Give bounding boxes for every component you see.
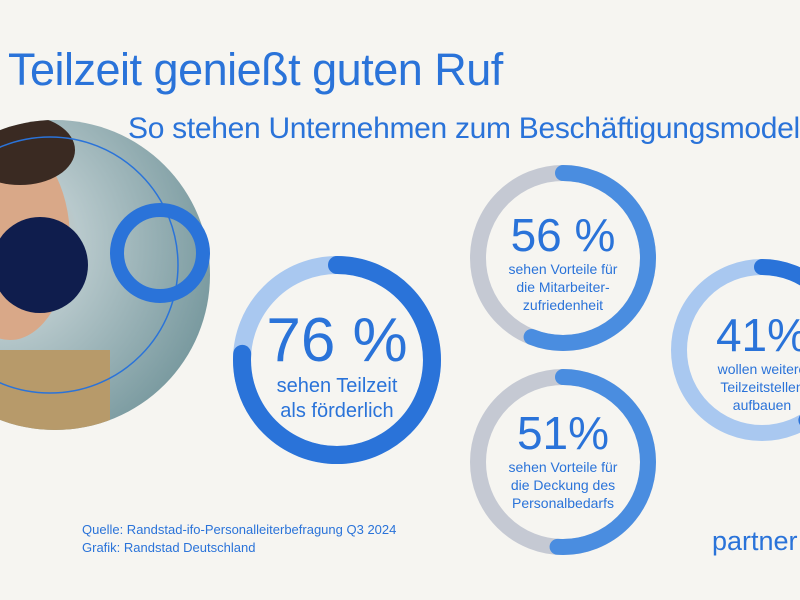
stat-value: 41% bbox=[715, 309, 800, 361]
stat-desc: die Deckung des bbox=[510, 477, 616, 493]
stat-41: 41% wollen weitere Teilzeitstellen aufba… bbox=[716, 310, 800, 414]
stat-desc: sehen Vorteile für bbox=[508, 261, 618, 277]
stat-51: 51% sehen Vorteile für die Deckung des P… bbox=[509, 408, 618, 512]
stat-desc: Teilzeitstellen bbox=[720, 379, 800, 395]
stat-desc: die Mitarbeiter- bbox=[516, 279, 610, 295]
donut-value-arc bbox=[470, 165, 656, 351]
stat-desc: wollen weitere bbox=[717, 361, 800, 377]
stat-value: 76 % bbox=[266, 306, 408, 375]
decor-ring bbox=[110, 203, 210, 303]
stat-desc: sehen Teilzeit bbox=[276, 375, 398, 397]
stat-desc: Personalbedarfs bbox=[512, 495, 614, 511]
photo-person bbox=[0, 120, 210, 430]
page-title: Teilzeit genießt guten Ruf bbox=[8, 44, 503, 95]
donut-value-arc bbox=[470, 369, 656, 555]
stat-value: 51% bbox=[516, 407, 610, 459]
page-subtitle: So stehen Unternehmen zum Beschäftigungs… bbox=[128, 112, 800, 145]
stat-desc: sehen Vorteile für bbox=[508, 459, 618, 475]
stat-desc: als förderlich bbox=[280, 400, 394, 422]
donut-value-arc bbox=[233, 256, 441, 464]
credit-line: Grafik: Randstad Deutschland bbox=[82, 540, 256, 555]
source-note: Quelle: Randstad-ifo-Personalleiterbefra… bbox=[82, 521, 396, 557]
stat-value: 56 % bbox=[510, 209, 616, 261]
donut-value-arc bbox=[671, 259, 800, 441]
stat-desc: zufriedenheit bbox=[522, 297, 604, 313]
stat-76: 76 % sehen Teilzeit als förderlich bbox=[266, 308, 407, 424]
brand-logo: partner bbox=[712, 526, 798, 556]
stat-56: 56 % sehen Vorteile für die Mitarbeiter-… bbox=[509, 210, 618, 314]
navy-circle bbox=[0, 217, 88, 313]
source-line: Quelle: Randstad-ifo-Personalleiterbefra… bbox=[82, 522, 397, 537]
stat-desc: aufbauen bbox=[732, 397, 792, 413]
